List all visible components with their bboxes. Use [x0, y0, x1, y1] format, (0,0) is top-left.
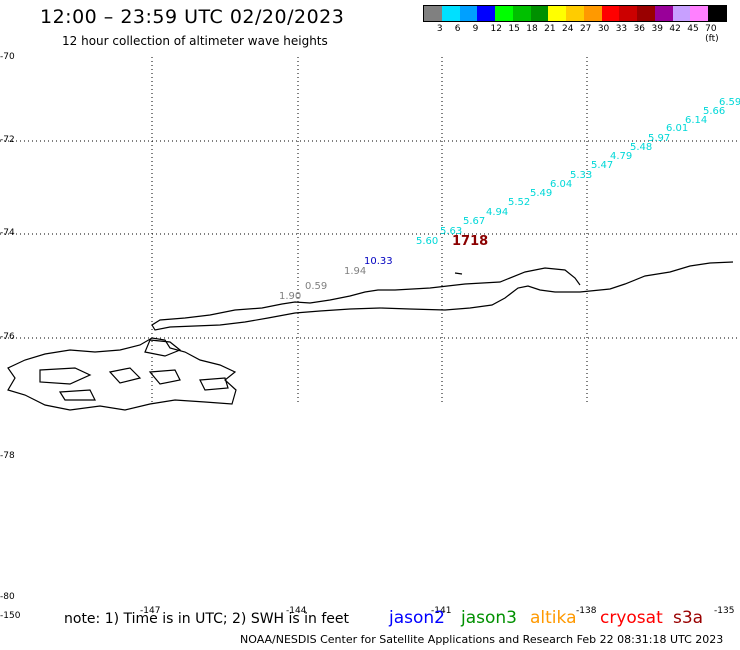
legend-swatch — [601, 6, 620, 21]
legend-label: 3 — [436, 24, 443, 34]
satellite-s3a: s3a — [673, 608, 704, 628]
obs-red: 1718 — [452, 234, 488, 249]
legend-swatch — [583, 6, 602, 21]
obs-cyan: 4.94 — [486, 207, 508, 218]
island-outline — [108, 367, 142, 384]
lon-label-138: -138 — [576, 606, 597, 616]
lon-label-135: -135 — [714, 606, 735, 616]
lat-label-70: -70 — [0, 52, 15, 62]
lat-label-72: -72 — [0, 135, 15, 145]
legend-label: 30 — [597, 24, 610, 34]
legend-swatch — [619, 6, 638, 21]
legend-label: 70 (ft) — [705, 24, 719, 44]
legend-label: 45 — [687, 24, 699, 34]
obs-cyan: 5.63 — [440, 226, 462, 237]
obs-cyan: 5.60 — [416, 236, 438, 247]
satellite-altika: altika — [530, 608, 577, 628]
lon-label-147: -147 — [140, 606, 161, 616]
legend-swatch — [424, 6, 442, 21]
obs-cyan: 4.79 — [610, 151, 632, 162]
lon-label-141: -141 — [431, 606, 452, 616]
obs-gray: 1.94 — [344, 266, 366, 277]
legend-label: 42 — [669, 24, 681, 34]
legend-swatch — [708, 6, 727, 21]
obs-cyan: 5.97 — [648, 133, 670, 144]
legend-swatch — [548, 6, 567, 21]
island-outline — [199, 377, 229, 391]
wave-observations: 5.60 5.63 5.67 4.94 5.52 5.49 6.04 5.33 … — [279, 97, 740, 302]
obs-cyan: 6.59 — [719, 97, 740, 108]
legend-label: 6 — [454, 24, 461, 34]
obs-cyan: 5.48 — [630, 142, 652, 153]
legend-swatch — [690, 6, 709, 21]
islet-outline — [454, 272, 463, 275]
legend-swatch — [566, 6, 584, 21]
lon-label-144: -144 — [286, 606, 307, 616]
map-title: 12:00 – 23:59 UTC 02/20/2023 — [40, 6, 345, 28]
obs-cyan: 5.47 — [591, 160, 613, 171]
footer-credit: NOAA/NESDIS Center for Satellite Applica… — [240, 633, 724, 646]
obs-gray: 0.59 — [305, 281, 327, 292]
lat-label-78: -78 — [0, 451, 15, 461]
legend-swatch — [672, 6, 691, 21]
legend-label: 21 — [544, 24, 556, 34]
lon-label-150: -150 — [0, 611, 21, 621]
lat-label-76: -76 — [0, 332, 15, 342]
legend-label: 15 — [508, 24, 520, 34]
legend-swatch — [637, 6, 655, 21]
footer-note: note: 1) Time is in UTC; 2) SWH is in fe… — [64, 611, 350, 627]
obs-cyan: 5.52 — [508, 197, 530, 208]
coastline — [7, 261, 734, 411]
lat-label-74: -74 — [0, 228, 15, 238]
obs-cyan: 6.14 — [685, 115, 707, 126]
legend-label: 24 — [562, 24, 574, 34]
obs-cyan: 5.67 — [463, 216, 485, 227]
legend-swatch — [654, 6, 673, 21]
obs-cyan: 5.49 — [530, 188, 552, 199]
wave-height-legend: 3 6 9 12 15 18 21 24 27 30 33 36 39 42 45 70 (ft) — [423, 5, 727, 44]
legend-color-bar — [423, 5, 727, 22]
graticule — [0, 57, 740, 405]
map-subtitle: 12 hour collection of altimeter wave hei… — [62, 34, 328, 48]
obs-gray: 1.90 — [279, 291, 301, 302]
legend-label: 18 — [526, 24, 538, 34]
island-outline — [144, 339, 182, 357]
obs-blue: 10.33 — [364, 256, 393, 267]
legend-label: 33 — [615, 24, 628, 34]
legend-swatch — [459, 6, 478, 21]
obs-cyan: 6.01 — [666, 123, 688, 134]
satellite-cryosat: cryosat — [600, 608, 663, 628]
island-outline — [148, 369, 181, 385]
legend-label: 39 — [651, 24, 663, 34]
satellite-jason2: jason2 — [389, 608, 445, 628]
legend-label: 9 — [472, 24, 479, 34]
legend-label: 27 — [579, 24, 592, 34]
legend-swatch — [477, 6, 496, 21]
shelf-outline — [7, 337, 237, 411]
island-outline — [39, 367, 92, 385]
lat-label-80: -80 — [0, 592, 15, 602]
satellite-jason3: jason3 — [461, 608, 517, 628]
obs-cyan: 6.04 — [550, 179, 572, 190]
obs-cyan: 5.66 — [703, 106, 725, 117]
legend-labels: 3 6 9 12 15 18 21 24 27 30 33 36 39 42 45 70 (ft) — [423, 22, 727, 44]
legend-swatch — [512, 6, 531, 21]
legend-swatch — [441, 6, 460, 21]
legend-swatch — [495, 6, 513, 21]
legend-label: 36 — [633, 24, 646, 34]
island-outline — [58, 389, 96, 401]
legend-swatch — [530, 6, 549, 21]
legend-label: 12 — [490, 24, 502, 34]
obs-cyan: 5.33 — [570, 170, 592, 181]
